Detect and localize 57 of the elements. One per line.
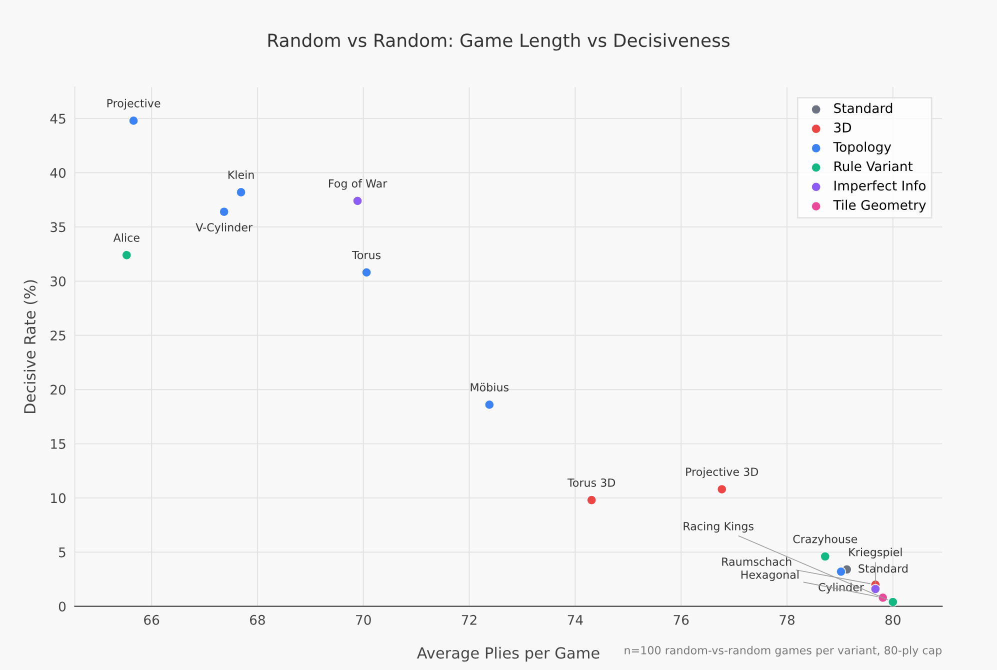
annotation: Torus 3D — [567, 478, 616, 487]
annotation: Racing Kings — [684, 522, 754, 533]
point — [122, 250, 132, 260]
legend-label: Tile Geometry — [833, 200, 926, 213]
point — [820, 551, 830, 562]
y-tick-label: 15 — [51, 439, 66, 449]
annotation: Standard — [858, 564, 908, 573]
point — [219, 206, 230, 217]
y-tick-label: 35 — [50, 222, 66, 232]
y-tick-label: 0 — [58, 602, 66, 612]
point — [236, 187, 246, 198]
x-tick-label: 70 — [356, 614, 371, 625]
legend-label: Topology — [833, 142, 892, 154]
y-tick-label: 20 — [50, 384, 66, 395]
x-tick-label: 78 — [780, 614, 794, 625]
x-tick-label: 80 — [885, 614, 900, 625]
point — [362, 267, 372, 278]
y-axis-title: Decisive Rate (%) — [24, 280, 38, 414]
annotation: Cylinder — [818, 582, 864, 594]
y-tick-label: 45 — [50, 114, 66, 124]
point — [888, 596, 898, 606]
y-tick-label: 30 — [50, 276, 66, 286]
annotation: Alice — [113, 233, 140, 242]
annotation: Projective 3D — [686, 467, 758, 478]
text: n=100 random-vs-random games per variant, 80-ply cap — [624, 646, 942, 657]
annotation: Crazyhouse — [793, 534, 858, 546]
x-tick-label: 72 — [462, 614, 476, 625]
annotation: Möbius — [470, 382, 509, 392]
point — [586, 495, 597, 506]
x-axis-title: Average Plies per Game — [416, 646, 600, 662]
point — [836, 566, 846, 577]
point — [352, 196, 363, 206]
x-tick-label: 74 — [568, 615, 583, 625]
annotation: Klein — [228, 170, 254, 179]
y-tick-label: 5 — [59, 548, 66, 558]
y-tick-label: 25 — [50, 330, 66, 341]
legend-label: Imperfect Info — [834, 180, 926, 194]
point — [128, 116, 139, 126]
x-tick-label: 76 — [674, 614, 689, 625]
legend-label: 3D — [834, 122, 852, 133]
annotation: Projective — [107, 98, 160, 110]
annotation: Kriegspiel — [849, 548, 902, 558]
y-tick-label: 40 — [50, 168, 66, 178]
x-tick-label: 66 — [144, 614, 160, 625]
annotation: Fog of War — [329, 179, 388, 190]
annotation: Torus — [352, 250, 381, 260]
x-tick-label: 68 — [250, 614, 265, 625]
chart-title: Random vs Random: Game Length vs Decisiveness — [268, 33, 730, 51]
point — [716, 484, 727, 494]
annotation: Raumschach — [722, 557, 792, 566]
point — [484, 400, 494, 410]
legend-label: Rule Variant — [834, 161, 913, 172]
annotation: Hexagonal — [741, 570, 798, 582]
y-tick-label: 10 — [51, 493, 66, 504]
legend-label: Standard — [834, 102, 892, 114]
annotation: V-Cylinder — [196, 222, 253, 234]
point — [870, 584, 880, 594]
